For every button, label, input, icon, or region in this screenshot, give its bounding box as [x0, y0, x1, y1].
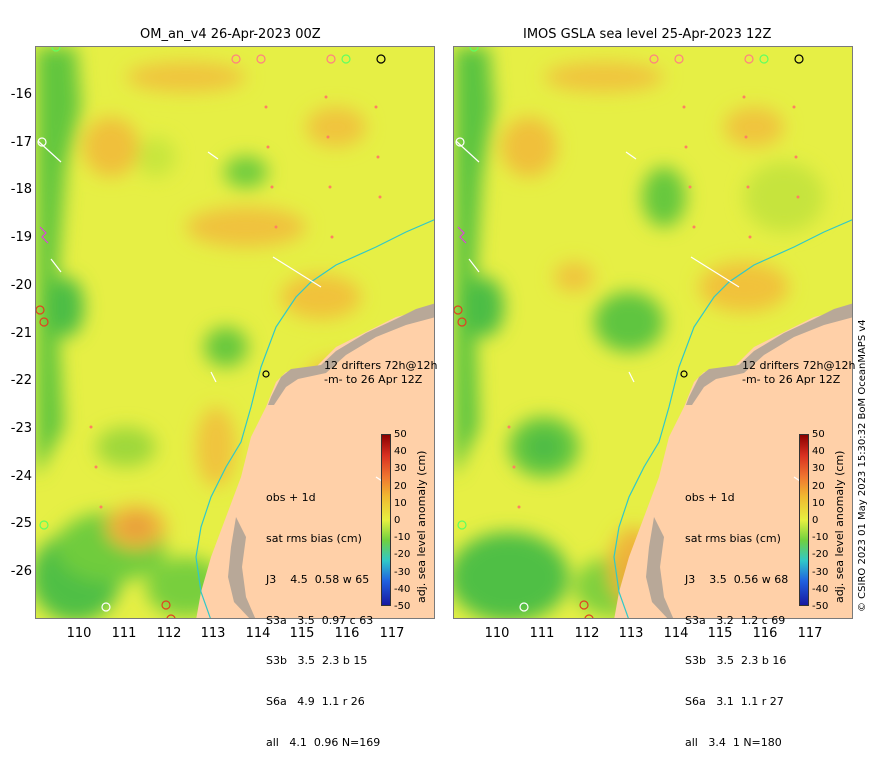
- x-label: 111: [111, 626, 137, 641]
- right-stats-row: all 3.4 1 N=180: [685, 735, 782, 749]
- colorbar-tick: -30: [394, 567, 411, 578]
- right-map[interactable]: [453, 46, 853, 619]
- left-colorbar: [381, 434, 391, 606]
- y-label: -26: [10, 564, 32, 579]
- colorbar-tick: 20: [812, 481, 825, 492]
- left-stats-subheader: sat rms bias (cm): [266, 531, 362, 545]
- right-stats: obs + 1d sat rms bias (cm) J3 3.5 0.56 w…: [685, 464, 788, 763]
- x-label: 117: [797, 626, 823, 641]
- colorbar-tick: 30: [394, 463, 407, 474]
- colorbar-tick: 20: [394, 481, 407, 492]
- colorbar-tick: -30: [812, 567, 829, 578]
- left-stats-header: obs + 1d: [266, 491, 316, 505]
- x-label: 113: [200, 626, 226, 641]
- right-panel-title: IMOS GSLA sea level 25-Apr-2023 12Z: [523, 27, 772, 42]
- right-drifter-note: 12 drifters 72h@12h -m- to 26 Apr 12Z: [742, 359, 856, 386]
- x-label: 112: [156, 626, 182, 641]
- left-stats-row: all 4.1 0.96 N=169: [266, 735, 381, 749]
- x-label: 114: [245, 626, 271, 641]
- y-label: -21: [10, 326, 32, 341]
- colorbar-tick: -50: [812, 601, 829, 612]
- x-label: 116: [752, 626, 778, 641]
- right-stats-row: J3 3.5 0.56 w 68: [685, 572, 789, 586]
- colorbar-tick: -10: [394, 532, 411, 543]
- y-label: -25: [10, 516, 32, 531]
- colorbar-tick: -20: [394, 549, 411, 560]
- x-label: 116: [334, 626, 360, 641]
- x-label: 114: [663, 626, 689, 641]
- y-label: -19: [10, 230, 32, 245]
- right-stats-row: S3b 3.5 2.3 b 16: [685, 654, 787, 668]
- x-label: 115: [289, 626, 315, 641]
- x-label: 113: [618, 626, 644, 641]
- right-colorbar: [799, 434, 809, 606]
- left-map-canvas: [36, 47, 434, 618]
- x-label: 117: [379, 626, 405, 641]
- right-colorbar-title: adj. sea level anomaly (cm): [833, 450, 846, 603]
- y-label: -24: [10, 469, 32, 484]
- credit-text: © CSIRO 2023 01 May 2023 15:30:32 BoM Oc…: [857, 319, 868, 612]
- y-label: -23: [10, 421, 32, 436]
- left-stats-row: S3b 3.5 2.3 b 15: [266, 654, 368, 668]
- right-stats-row: S3a 3.2 1.2 c 69: [685, 613, 786, 627]
- left-stats-row: S3a 3.5 0.97 c 63: [266, 613, 374, 627]
- left-stats-row: S6a 4.9 1.1 r 26: [266, 695, 365, 709]
- colorbar-tick: 40: [812, 446, 825, 457]
- x-label: 111: [529, 626, 555, 641]
- colorbar-tick: 0: [394, 515, 401, 526]
- y-label: -22: [10, 373, 32, 388]
- right-stats-header: obs + 1d: [685, 491, 735, 505]
- right-stats-row: S6a 3.1 1.1 r 27: [685, 695, 784, 709]
- colorbar-tick: 50: [394, 429, 407, 440]
- left-colorbar-title: adj. sea level anomaly (cm): [415, 450, 428, 603]
- right-stats-subheader: sat rms bias (cm): [685, 531, 781, 545]
- colorbar-tick: 40: [394, 446, 407, 457]
- left-map[interactable]: [35, 46, 435, 619]
- left-drifter-note: 12 drifters 72h@12h -m- to 26 Apr 12Z: [324, 359, 438, 386]
- y-label: -17: [10, 135, 32, 150]
- colorbar-tick: -20: [812, 549, 829, 560]
- colorbar-tick: 30: [812, 463, 825, 474]
- x-label: 110: [66, 626, 92, 641]
- colorbar-tick: 0: [812, 515, 819, 526]
- left-stats-row: J3 4.5 0.58 w 65: [266, 572, 370, 586]
- colorbar-tick: -10: [812, 532, 829, 543]
- right-map-canvas: [454, 47, 852, 618]
- colorbar-tick: -50: [394, 601, 411, 612]
- left-stats: obs + 1d sat rms bias (cm) J3 4.5 0.58 w…: [266, 464, 380, 763]
- x-label: 112: [574, 626, 600, 641]
- colorbar-tick: 50: [812, 429, 825, 440]
- x-label: 110: [484, 626, 510, 641]
- colorbar-tick: 10: [812, 498, 825, 509]
- y-label: -20: [10, 278, 32, 293]
- y-label: -16: [10, 87, 32, 102]
- colorbar-tick: -40: [394, 584, 411, 595]
- y-label: -18: [10, 182, 32, 197]
- x-label: 115: [707, 626, 733, 641]
- colorbar-tick: 10: [394, 498, 407, 509]
- colorbar-tick: -40: [812, 584, 829, 595]
- left-panel-title: OM_an_v4 26-Apr-2023 00Z: [140, 27, 321, 42]
